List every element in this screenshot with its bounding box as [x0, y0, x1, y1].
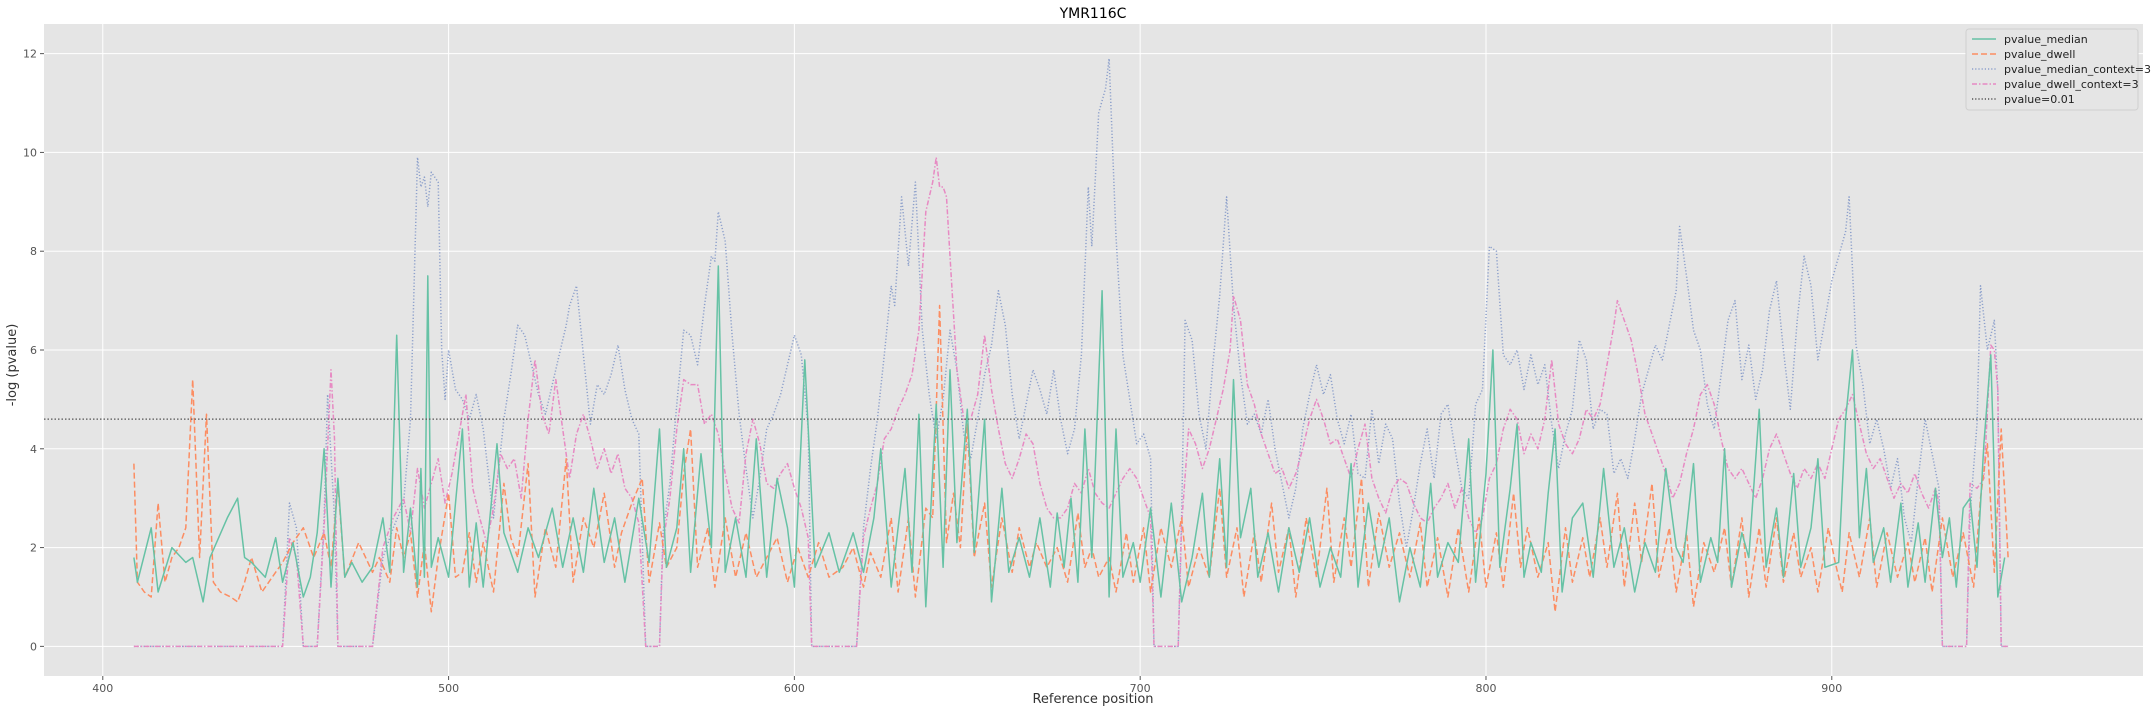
legend-label: pvalue=0.01 — [2004, 93, 2075, 106]
legend-label: pvalue_dwell — [2004, 48, 2075, 61]
y-tick-label: 8 — [30, 245, 37, 258]
legend: pvalue_median pvalue_dwell pvalue_median_c… — [1965, 28, 2151, 111]
chart-title: YMR116C — [1059, 6, 1127, 22]
x-axis-title: Reference position — [1032, 692, 1153, 707]
series-line-pvalue-median — [133, 265, 2006, 608]
y-tick-label: 12 — [23, 48, 37, 61]
legend-label: pvalue_median — [2004, 33, 2088, 46]
x-tick-label: 500 — [438, 682, 459, 695]
y-tick-label: 2 — [30, 542, 37, 555]
x-tick-label: 900 — [1821, 682, 1842, 695]
legend-box — [1965, 28, 2139, 111]
legend-label: pvalue_dwell_context=3 — [2004, 78, 2139, 91]
series-line-pvalue-dwell — [133, 304, 2009, 613]
y-axis-title: -log (pvalue) — [5, 324, 20, 407]
x-tick-label: 700 — [1130, 682, 1151, 695]
series-layer — [133, 57, 2009, 648]
y-tick-label: 6 — [30, 344, 37, 357]
y-tick-label: 0 — [30, 640, 37, 653]
x-tick-label: 600 — [784, 682, 805, 695]
legend-label: pvalue_median_context=3 — [2004, 63, 2151, 76]
y-tick-label: 4 — [30, 443, 37, 456]
x-tick-label: 400 — [92, 682, 113, 695]
y-tick-label: 10 — [23, 146, 37, 159]
axis-ticks: 400 500 600 700 800 900 0 2 4 6 8 10 12 — [23, 48, 1842, 695]
x-tick-label: 800 — [1475, 682, 1496, 695]
